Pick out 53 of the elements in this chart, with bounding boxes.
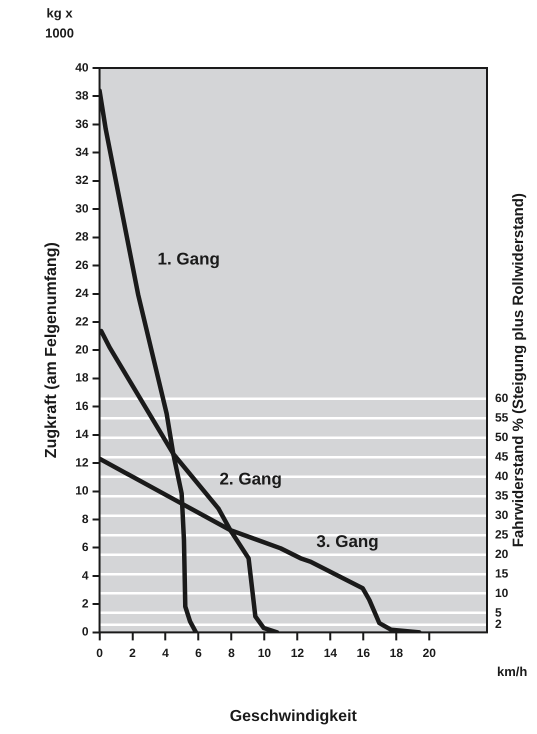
- y-tick-label: 38: [75, 88, 89, 103]
- series-label: 1. Gang: [157, 250, 220, 269]
- y-tick-label: 32: [75, 173, 89, 188]
- x-axis-title: Geschwindigkeit: [230, 708, 358, 725]
- y2-tick-label: 45: [495, 450, 509, 464]
- y-tick-label: 6: [82, 540, 89, 554]
- x-tick-label: 20: [422, 646, 436, 660]
- y-tick-label: 18: [75, 370, 89, 385]
- x-tick-label: 8: [228, 646, 236, 660]
- x-tick-label: 6: [195, 646, 202, 660]
- text: km/h: [497, 664, 528, 679]
- y2-tick-label: 2: [495, 616, 502, 631]
- y-tick-label: 8: [82, 512, 89, 526]
- y-tick-label: 40: [75, 60, 89, 74]
- y-tick-label: 24: [75, 286, 89, 300]
- y2-tick-label: 25: [495, 527, 509, 542]
- y-tick-label: 2: [82, 596, 89, 610]
- y-tick-label: 14: [75, 427, 89, 442]
- y2-tick-label: 50: [495, 430, 509, 444]
- y2-tick-label: 60: [495, 391, 509, 406]
- y-tick-label: 20: [75, 342, 89, 357]
- y2-tick-label: 20: [495, 546, 509, 561]
- x-tick-label: 16: [356, 646, 370, 660]
- x-tick-label: 18: [390, 646, 404, 660]
- x-tick-label: 0: [96, 646, 104, 660]
- x-tick-label: 12: [290, 646, 304, 660]
- x-tick-label: 14: [324, 646, 338, 660]
- x-tick-label: 4: [162, 646, 170, 660]
- y2-tick-label: 35: [495, 488, 509, 502]
- y-tick-label: 22: [75, 314, 89, 328]
- y-tick-label: 34: [75, 144, 89, 159]
- y-tick-label: 16: [75, 398, 89, 413]
- series-label: 2. Gang: [219, 470, 282, 489]
- series-label: 3. Gang: [316, 532, 379, 551]
- y-tick-label: 10: [75, 484, 89, 498]
- y2-axis-title: Fahrwiderstand % (Steigung plus Rollwiderstand): [510, 193, 528, 548]
- y2-tick-label: 5: [495, 605, 502, 620]
- x-tick-label: 2: [129, 646, 136, 660]
- text: kg x 1000: [45, 6, 74, 41]
- y-tick-label: 30: [75, 201, 89, 216]
- y-tick-label: 36: [75, 116, 89, 131]
- x-tick-label: 10: [258, 646, 272, 660]
- y-tick-label: 26: [75, 258, 89, 272]
- y2-tick-label: 40: [495, 469, 509, 484]
- y2-tick-label: 30: [495, 508, 509, 522]
- y-tick-label: 28: [75, 230, 89, 244]
- y-axis-title: Zugkraft (am Felgenumfang): [43, 242, 60, 458]
- y2-tick-label: 55: [495, 410, 509, 425]
- y-tick-label: 4: [82, 568, 89, 582]
- y2-tick-label: 10: [495, 586, 509, 600]
- y2-tick-label: 15: [495, 566, 509, 580]
- y-tick-label: 0: [82, 624, 89, 639]
- y-tick-label: 12: [75, 455, 89, 470]
